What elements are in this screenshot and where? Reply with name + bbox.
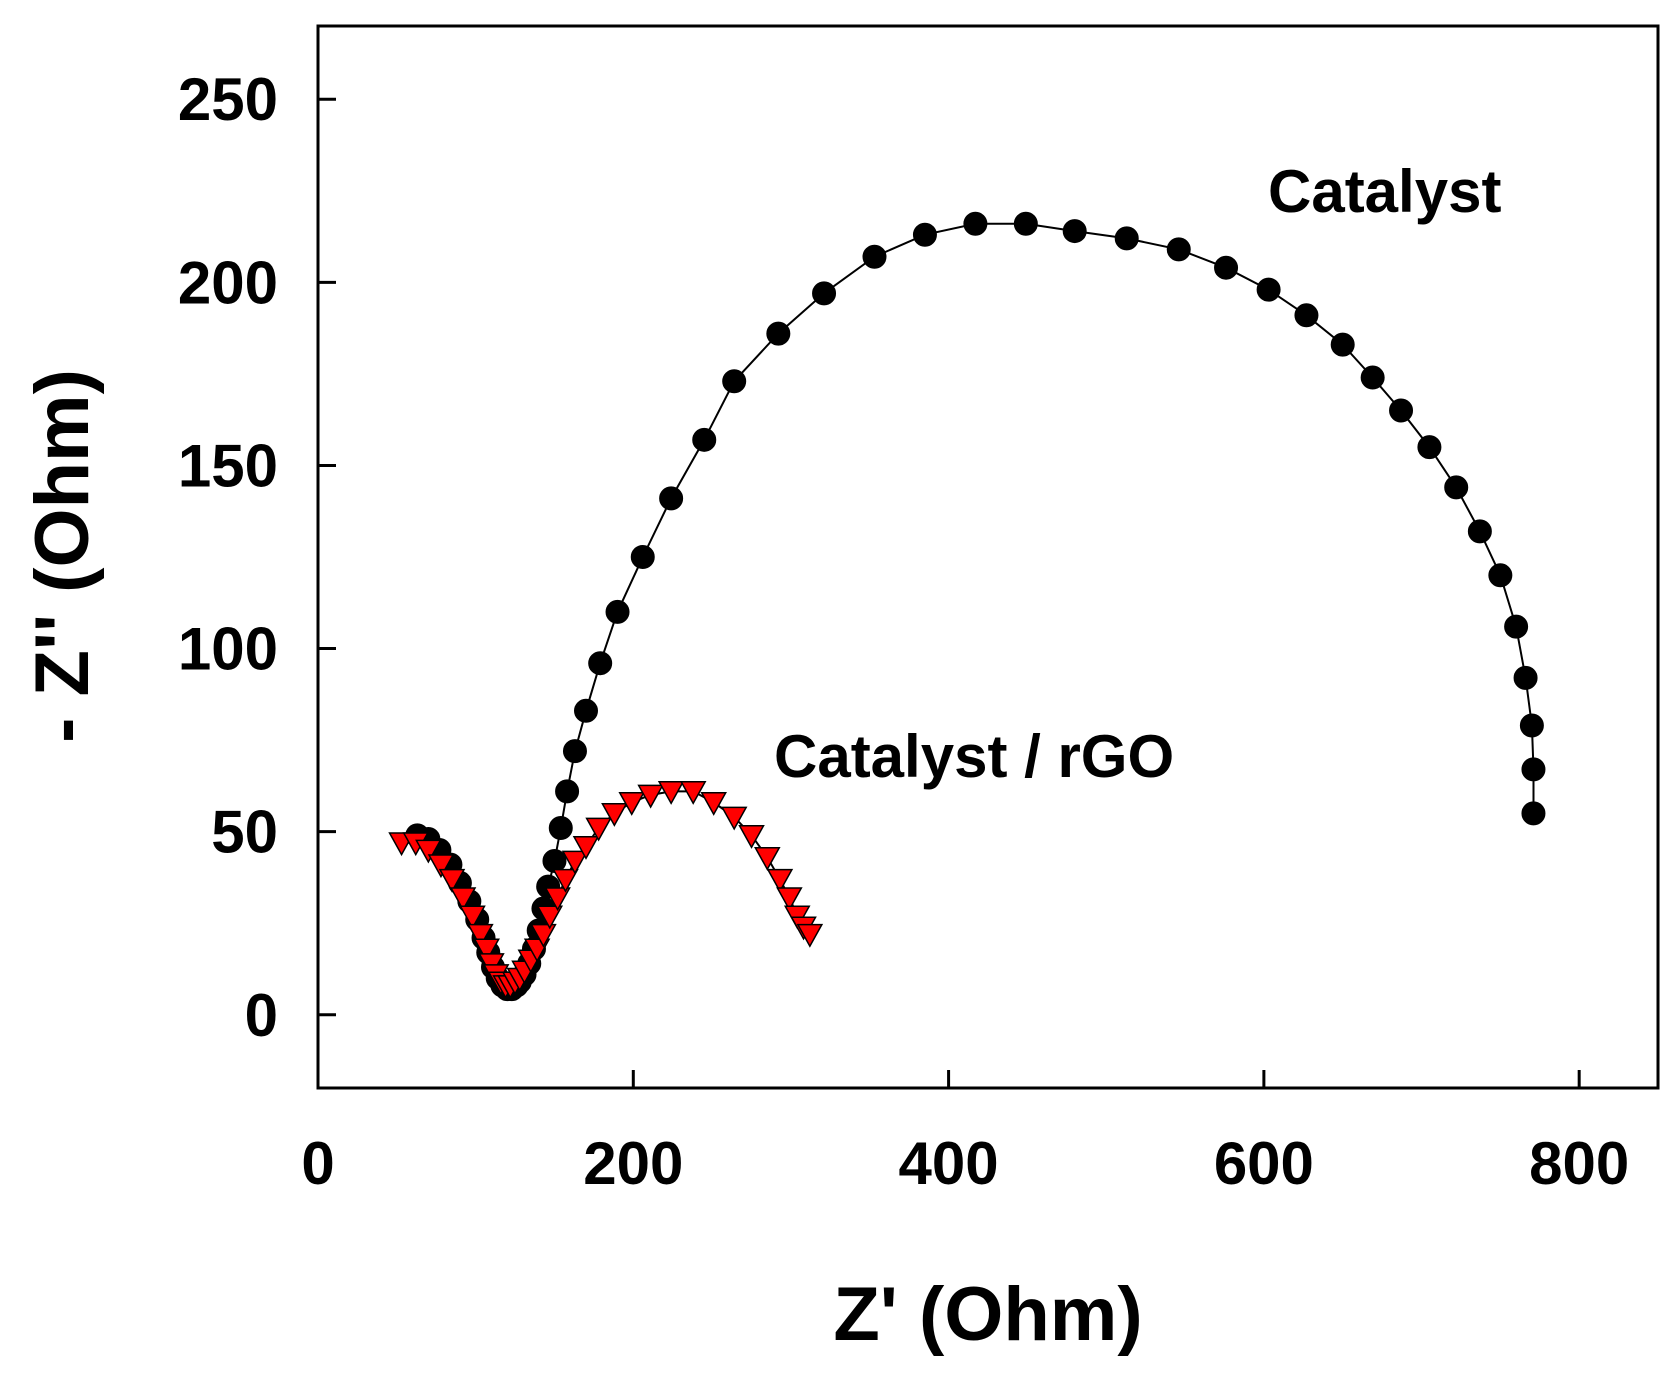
data-point	[588, 651, 613, 676]
y-axis-title: - Z'' (Ohm)	[20, 369, 105, 743]
data-point	[766, 321, 791, 346]
y-tick-label: 100	[178, 616, 278, 683]
y-tick-label: 50	[211, 799, 278, 866]
data-point	[679, 781, 707, 805]
data-point	[1214, 255, 1239, 280]
data-point	[536, 905, 564, 930]
data-point	[1062, 219, 1087, 244]
data-point	[605, 599, 630, 624]
y-tick-label: 0	[245, 982, 278, 1049]
data-point	[1256, 277, 1281, 302]
data-point	[912, 222, 937, 247]
data-point	[562, 739, 587, 764]
data-point	[862, 244, 887, 269]
data-point	[473, 938, 500, 963]
data-point	[585, 817, 612, 842]
data-point	[812, 281, 837, 306]
x-tick-label: 800	[1529, 1130, 1629, 1197]
data-point	[738, 824, 765, 849]
data-point	[1519, 713, 1544, 738]
data-point	[1330, 332, 1355, 357]
data-point	[657, 781, 685, 805]
data-point	[637, 784, 664, 809]
data-point	[1417, 435, 1442, 460]
y-tick-label: 150	[178, 432, 278, 499]
data-point	[659, 486, 684, 511]
data-point	[459, 905, 486, 930]
data-point	[449, 887, 477, 912]
data-point	[618, 792, 645, 816]
series-catalyst	[405, 211, 1546, 1002]
data-point	[700, 792, 727, 816]
x-tick-label: 600	[1214, 1130, 1314, 1197]
data-point	[1521, 757, 1546, 782]
plot-frame	[316, 24, 1660, 1090]
data-point	[1389, 398, 1414, 423]
catalyst-rgo-series-label: Catalyst / rGO	[774, 723, 1174, 790]
data-point	[572, 835, 600, 860]
data-point	[544, 887, 571, 912]
data-point	[1488, 563, 1513, 588]
data-point	[530, 923, 557, 948]
data-point	[720, 806, 748, 831]
data-point	[427, 854, 455, 879]
data-point	[1294, 303, 1319, 328]
data-point	[776, 887, 803, 912]
data-point	[467, 923, 494, 948]
y-tick-label: 200	[178, 249, 278, 316]
catalyst-series-label: Catalyst	[1268, 158, 1501, 225]
data-point	[415, 839, 442, 864]
data-point	[555, 779, 580, 804]
data-point	[722, 369, 747, 394]
data-point	[574, 698, 598, 723]
data-point	[796, 923, 824, 948]
data-point	[548, 815, 573, 840]
data-point	[766, 868, 794, 893]
data-point	[1504, 614, 1529, 639]
y-tick-label: 250	[178, 66, 278, 133]
data-point	[552, 868, 579, 893]
x-axis-ticks: 0 200 400 600 800	[301, 1070, 1629, 1197]
data-point	[1521, 801, 1546, 826]
x-axis-title: Z' (Ohm)	[833, 1272, 1142, 1357]
series-catalyst-rgo	[388, 781, 824, 1000]
y-axis-ticks: 0 50 100 150 200 250	[178, 66, 336, 1049]
series-line	[416, 222, 1535, 991]
x-tick-label: 400	[899, 1130, 999, 1197]
series-layer	[388, 211, 1546, 1002]
data-point	[1467, 519, 1492, 544]
x-tick-label: 0	[301, 1130, 334, 1197]
data-point	[561, 850, 589, 875]
data-point	[1166, 237, 1191, 262]
data-point	[1360, 365, 1385, 390]
data-point	[1513, 665, 1538, 690]
x-tick-label: 200	[583, 1130, 683, 1197]
data-point	[601, 802, 628, 827]
data-point	[438, 868, 466, 893]
data-point	[963, 211, 988, 236]
data-point	[1444, 475, 1469, 500]
data-point	[692, 427, 717, 452]
data-point	[754, 846, 781, 871]
data-point	[1013, 211, 1038, 236]
data-point	[1114, 226, 1139, 251]
data-point	[630, 545, 655, 569]
